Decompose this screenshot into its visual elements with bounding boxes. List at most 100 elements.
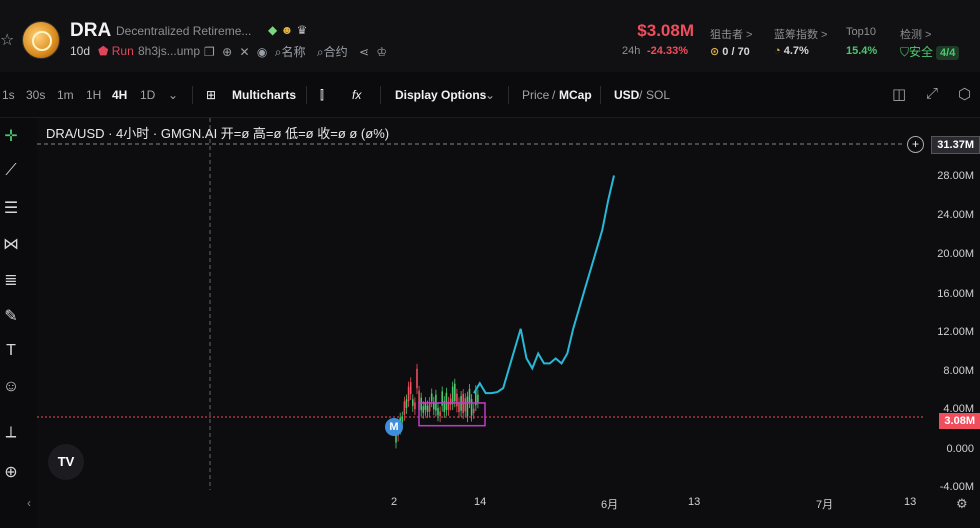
candle-body [470, 399, 473, 416]
x-twitter-icon[interactable]: ✕ [239, 45, 250, 59]
chart-pane[interactable] [37, 118, 980, 528]
safety-status: ⛉安全 4/4 [900, 43, 960, 60]
interval-1h[interactable]: 1H [86, 88, 102, 102]
settings-hexagon-icon[interactable]: ⬡ [958, 86, 972, 103]
add-alert-icon[interactable]: + [907, 136, 924, 153]
price-toggle[interactable]: Price [522, 88, 550, 102]
candle-body [409, 382, 412, 395]
pattern-icon[interactable]: ⋈ [3, 236, 19, 253]
current-price-tag: 3.08M [939, 413, 980, 429]
search-name-button[interactable]: ⌕名称 [274, 45, 306, 59]
candle-body [458, 402, 460, 413]
target-icon: ⊙ [710, 46, 720, 58]
token-badges: ◆ ☻ ♛ [268, 23, 307, 37]
candle-body [403, 401, 406, 415]
candle-body [401, 416, 404, 422]
telegram-icon[interactable]: ◉ [256, 45, 268, 59]
brush-icon[interactable]: ✎ [4, 308, 18, 325]
stat-snipers-label[interactable]: 狙击者 > [710, 29, 753, 41]
multicharts-button[interactable]: Multicharts [232, 88, 297, 102]
globe-icon[interactable]: ⊕ [222, 45, 233, 59]
chevron-down-icon[interactable]: ⌄ [168, 88, 179, 102]
fullscreen-icon[interactable]: ⤢ [926, 85, 939, 102]
divider [192, 86, 193, 104]
chart-legend: DRA/USD · 4小时 · GMGN.AI 开=ø 高=ø 低=ø 收=ø … [46, 126, 390, 141]
favorite-star-icon[interactable]: ☆ [0, 32, 15, 49]
bluechip-value: 4.7% [783, 45, 809, 57]
interval-30s[interactable]: 30s [26, 88, 46, 102]
chef-icon: ♛ [296, 23, 308, 37]
y-tick: 0.000 [946, 443, 974, 455]
fib-icon[interactable]: ≣ [4, 272, 18, 289]
divider [508, 86, 509, 104]
interval-1d[interactable]: 1D [140, 88, 156, 102]
divider [380, 86, 381, 104]
candle-body [439, 411, 441, 417]
candle-body [405, 399, 408, 408]
y-tick: 16.00M [937, 288, 974, 300]
candle-body [447, 401, 450, 410]
y-tick: 24.00M [937, 209, 974, 221]
usd-toggle[interactable]: USD [614, 88, 640, 102]
y-tick: 28.00M [937, 170, 974, 182]
bluechip-icon: ◔ [774, 45, 781, 57]
interval-4h[interactable]: 4H [112, 88, 128, 102]
migration-marker[interactable]: M [385, 418, 403, 436]
change-value: -24.33% [647, 45, 688, 57]
plus-box-icon[interactable]: ⊞ [206, 88, 217, 102]
share-icon[interactable]: ⋖ [358, 45, 369, 59]
token-full-name: Decentralized Retireme... [116, 24, 252, 38]
y-tick: 4.00M [943, 403, 974, 415]
indicators-fx-icon[interactable]: fx [352, 88, 362, 102]
shield-icon: ⛉ [900, 45, 910, 59]
search-contract-button[interactable]: ⌕合约 [316, 45, 348, 59]
text-icon[interactable]: T [6, 342, 16, 359]
token-symbol: DRA [70, 20, 112, 41]
slash: / [639, 88, 643, 102]
display-options-button[interactable]: Display Options [395, 88, 487, 102]
collapse-arrow-icon[interactable]: ‹ [27, 496, 31, 510]
safety-badge: 4/4 [936, 46, 960, 60]
interval-1s[interactable]: 1s [2, 88, 15, 102]
stat-bluechip-label[interactable]: 蓝筹指数 > [774, 29, 828, 41]
contract-address[interactable]: 8h3js...ump [138, 44, 201, 58]
horizontal-lines-icon[interactable]: ☰ [3, 200, 19, 217]
slash: / [552, 88, 556, 102]
candle-body [426, 405, 429, 412]
stat-check-label[interactable]: 检测 > [900, 29, 932, 41]
safety-value: 安全 [909, 45, 934, 59]
candle-body [420, 397, 422, 411]
token-price: $3.08M [637, 21, 694, 40]
candle-body [477, 394, 479, 403]
interval-1m[interactable]: 1m [57, 88, 74, 102]
x-tick: 13 [688, 496, 701, 508]
token-avatar [22, 21, 60, 59]
copy-icon[interactable]: ❐ [204, 45, 215, 59]
ruler-icon[interactable]: ⟂ [5, 424, 17, 441]
candle-body [424, 402, 427, 410]
candle-body [472, 408, 475, 414]
snipers-value: 0 / 70 [722, 46, 750, 58]
sol-toggle[interactable]: SOL [646, 88, 671, 102]
axis-settings-icon[interactable]: ⚙ [956, 496, 968, 511]
stat-top10-value: 15.4% [846, 45, 878, 57]
tradingview-logo[interactable]: TV [48, 444, 84, 480]
chevron-down-icon[interactable]: ⌄ [485, 88, 496, 102]
crown-icon[interactable]: ♔ [376, 45, 388, 59]
candle-type-icon[interactable]: ⫿ [320, 88, 324, 102]
range-box [418, 402, 486, 427]
camera-icon[interactable]: ◫ [892, 86, 907, 103]
mcap-toggle[interactable]: MCap [559, 88, 592, 102]
emoji-icon[interactable]: ☺ [2, 378, 20, 395]
chart-toolbar: 1s 30s 1m 1H 4H 1D ⌄ ⊞ Multicharts ⫿ fx … [0, 72, 980, 118]
x-tick: 6月 [601, 499, 619, 511]
crosshair-icon[interactable]: ✛ [4, 128, 18, 145]
zoom-icon[interactable]: ⊕ [4, 464, 18, 481]
trendline-icon[interactable]: ⟋ [5, 162, 17, 179]
candle-body [449, 398, 452, 405]
y-tick: -4.00M [939, 481, 974, 493]
stat-top10-label[interactable]: Top10 [846, 26, 876, 38]
token-age: 10d [70, 44, 91, 58]
candle-body [407, 386, 410, 401]
candle-body [416, 368, 418, 389]
